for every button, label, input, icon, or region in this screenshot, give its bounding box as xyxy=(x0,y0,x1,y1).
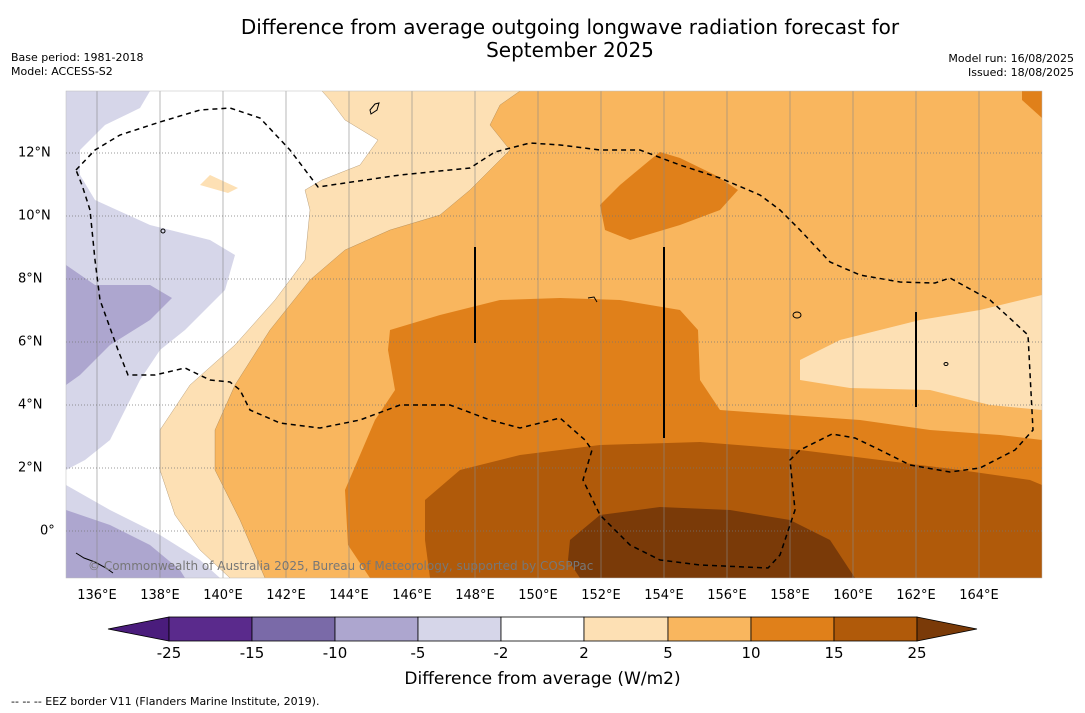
colorbar-bin xyxy=(833,616,918,642)
colorbar-tick: 15 xyxy=(824,644,844,662)
model-run: Model run: 16/08/2025 xyxy=(948,52,1074,65)
colorbar-tick: -5 xyxy=(410,644,426,662)
x-tick: 160°E xyxy=(833,588,873,603)
field-lav-mid-sw xyxy=(66,510,185,578)
colorbar-tick: -2 xyxy=(493,644,509,662)
field-lav-light-nw xyxy=(66,91,235,470)
field-dark-orange-north xyxy=(600,152,738,240)
colorbar-bin xyxy=(583,616,669,642)
island xyxy=(160,228,166,234)
colorbar-tick: 10 xyxy=(741,644,761,662)
x-tick: 164°E xyxy=(959,588,999,603)
colorbar-bin xyxy=(251,616,336,642)
x-tick: 158°E xyxy=(770,588,810,603)
x-tick: 140°E xyxy=(203,588,243,603)
colorbar-bin xyxy=(500,616,585,642)
islands xyxy=(75,102,949,574)
title-line-1: Difference from average outgoing longwav… xyxy=(240,15,900,39)
y-tick: 10°N xyxy=(18,208,51,224)
colorbar-bin xyxy=(417,616,502,642)
x-tick: 142°E xyxy=(266,588,306,603)
eez-borders xyxy=(75,107,1034,569)
field-lav-mid-w xyxy=(66,265,172,385)
x-tick: 138°E xyxy=(140,588,180,603)
y-tick: 8°N xyxy=(18,271,43,287)
field-dark-brown xyxy=(568,507,855,578)
x-tick: 154°E xyxy=(644,588,684,603)
map-frame xyxy=(65,90,1043,579)
colorbar-tick: -25 xyxy=(156,644,182,662)
y-tick: 2°N xyxy=(18,460,43,476)
island xyxy=(587,296,598,303)
colorbar-tick: -15 xyxy=(239,644,265,662)
colorbar-tick: 2 xyxy=(579,644,589,662)
eez-footnote: -- -- -- EEZ border V11 (Flanders Marine… xyxy=(11,695,320,708)
colorbar-bin xyxy=(334,616,419,642)
island-chain xyxy=(75,552,114,574)
colorbar-bin xyxy=(168,616,253,642)
x-tick: 152°E xyxy=(581,588,621,603)
field-dark-orange-ne xyxy=(1022,91,1042,118)
base-period: Base period: 1981-2018 xyxy=(11,51,144,64)
y-tick: 12°N xyxy=(18,145,51,161)
anomaly-field xyxy=(66,91,1042,578)
x-tick: 148°E xyxy=(455,588,495,603)
y-tick: 0° xyxy=(40,523,55,539)
colorbar-extend-low xyxy=(107,616,170,642)
colorbar xyxy=(107,616,978,642)
map-title: Difference from average outgoing longwav… xyxy=(170,16,970,62)
x-tick: 146°E xyxy=(392,588,432,603)
colorbar-label: Difference from average (W/m2) xyxy=(404,669,681,689)
x-tick: 150°E xyxy=(518,588,558,603)
eez-border-line xyxy=(75,107,1034,569)
colorbar-tick: 25 xyxy=(907,644,927,662)
title-line-2: September 2025 xyxy=(486,38,654,62)
colorbar-tick: -10 xyxy=(322,644,348,662)
island xyxy=(792,311,802,319)
x-tick: 144°E xyxy=(329,588,369,603)
meta-left: Base period: 1981-2018 Model: ACCESS-S2 xyxy=(11,51,143,79)
colorbar-bin xyxy=(750,616,835,642)
meta-right: Model run: 16/08/2025 Issued: 18/08/2025 xyxy=(948,52,1074,80)
island xyxy=(369,102,380,115)
x-tick: 136°E xyxy=(77,588,117,603)
issued-date: Issued: 18/08/2025 xyxy=(967,66,1074,79)
model-name: Model: ACCESS-S2 xyxy=(11,65,113,78)
colorbar-extend-high xyxy=(916,616,978,642)
field-peach-islet xyxy=(200,175,238,193)
copyright-notice: © Commonwealth of Australia 2025, Bureau… xyxy=(88,559,594,573)
graticule xyxy=(96,91,980,578)
x-tick: 156°E xyxy=(707,588,747,603)
colorbar-tick: 5 xyxy=(663,644,673,662)
boundary-lines xyxy=(474,247,917,438)
y-tick: 6°N xyxy=(18,334,43,350)
y-tick: 4°N xyxy=(18,397,43,413)
x-tick: 162°E xyxy=(896,588,936,603)
parallels xyxy=(66,152,1042,532)
colorbar-bin xyxy=(667,616,752,642)
island xyxy=(943,362,949,366)
